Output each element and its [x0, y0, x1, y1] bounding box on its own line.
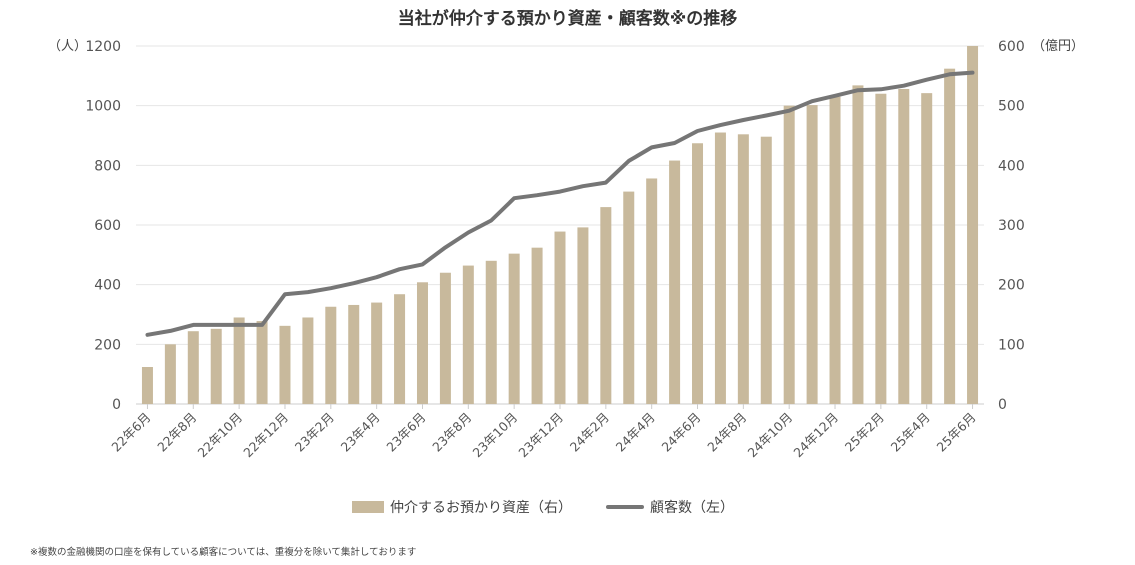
asset-bar: [141, 367, 153, 404]
asset-bar: [623, 191, 635, 404]
asset-bar: [279, 325, 291, 404]
asset-bar: [164, 344, 176, 404]
x-tick-label: 25年4月: [888, 410, 933, 455]
asset-bar: [256, 321, 268, 404]
legend-bar-swatch: [352, 501, 384, 513]
legend-line-swatch: [606, 505, 644, 509]
x-tick-label: 25年6月: [934, 410, 979, 455]
footnote: ※複数の金融機関の口座を保有している顧客については、重複分を除いて集計しておりま…: [30, 547, 417, 558]
asset-bar: [325, 306, 337, 404]
asset-bar: [187, 331, 199, 404]
asset-bar: [875, 93, 887, 404]
asset-bar: [416, 282, 428, 404]
right-tick-label: 100: [998, 337, 1025, 353]
asset-bar: [967, 46, 979, 404]
left-tick-label: 1000: [85, 99, 121, 115]
asset-bar: [508, 253, 520, 404]
x-tick-label: 24年12月: [790, 410, 841, 461]
x-tick-label: 24年10月: [745, 410, 796, 461]
legend-label-customers: 顧客数（左）: [650, 500, 734, 516]
left-tick-label: 800: [94, 158, 121, 174]
right-axis: 0 100 200 300 400 500 600 （億円）: [998, 38, 1084, 413]
legend-item-customers: 顧客数（左）: [572, 497, 734, 517]
left-axis-unit: （人）: [48, 39, 87, 54]
asset-bar: [806, 105, 818, 404]
asset-bar: [577, 227, 589, 404]
left-tick-label: 0: [112, 397, 121, 413]
x-tick-label: 24年6月: [658, 410, 703, 455]
x-tick-label: 24年8月: [704, 410, 749, 455]
x-tick-label: 25年2月: [842, 410, 887, 455]
asset-bar: [669, 160, 681, 404]
left-tick-label: 600: [94, 218, 121, 234]
asset-bar: [371, 302, 383, 404]
customer-line: [145, 70, 975, 337]
asset-bar: [554, 231, 566, 404]
x-tick-label: 23年6月: [383, 410, 428, 455]
asset-bar: [394, 294, 406, 404]
legend-item-assets: 仲介するお預かり資産（右）: [352, 497, 572, 517]
right-axis-unit: （億円）: [1032, 38, 1084, 54]
asset-bar: [600, 207, 612, 404]
right-tick-label: 500: [998, 99, 1025, 115]
asset-bar: [692, 143, 704, 405]
x-tick-label: 22年6月: [108, 410, 153, 455]
right-tick-label: 600: [998, 39, 1025, 55]
x-tick-label: 23年10月: [470, 410, 521, 461]
x-tick-label: 23年4月: [338, 410, 383, 455]
asset-bar: [439, 272, 451, 404]
asset-bar: [944, 68, 956, 404]
asset-bar: [348, 304, 360, 404]
x-tick-label: 23年2月: [292, 410, 337, 455]
left-tick-label: 200: [94, 337, 121, 353]
asset-bar: [531, 247, 543, 404]
left-tick-label: 1200: [85, 39, 121, 55]
customer-count-line: [145, 70, 975, 337]
asset-bar: [921, 93, 933, 405]
asset-bar: [829, 96, 841, 404]
asset-bars: [141, 46, 979, 405]
x-tick-label: 23年12月: [515, 410, 566, 461]
x-tick-label: 23年8月: [429, 410, 474, 455]
x-tick-label: 22年8月: [154, 410, 199, 455]
asset-bar: [302, 317, 314, 404]
right-tick-label: 300: [998, 218, 1025, 234]
asset-bar: [485, 260, 497, 404]
asset-bar: [852, 85, 864, 404]
right-tick-label: 400: [998, 158, 1025, 174]
legend: 仲介するお預かり資産（右） 顧客数（左）: [352, 497, 734, 517]
asset-bar: [462, 265, 474, 404]
left-axis: 0 200 400 600 800 1000 1200（人）: [48, 39, 121, 413]
right-tick-label: 200: [998, 278, 1025, 294]
right-tick-label: 0: [998, 397, 1007, 413]
asset-bar: [714, 132, 726, 404]
asset-bar: [760, 136, 772, 404]
asset-bar: [898, 88, 910, 405]
legend-label-assets: 仲介するお預かり資産（右）: [390, 500, 572, 516]
asset-bar: [210, 328, 222, 404]
x-tick-label: 22年12月: [240, 410, 291, 461]
asset-bar: [783, 105, 795, 405]
x-tick-label: 24年4月: [613, 410, 658, 455]
asset-bar: [737, 134, 749, 404]
chart-title: 当社が仲介する預かり資産・顧客数※の推移: [397, 9, 738, 29]
left-tick-label: 400: [94, 278, 121, 294]
asset-bar: [646, 178, 658, 404]
x-tick-label: 24年2月: [567, 410, 612, 455]
asset-bar: [233, 317, 245, 404]
x-tick-label: 22年10月: [194, 410, 245, 461]
